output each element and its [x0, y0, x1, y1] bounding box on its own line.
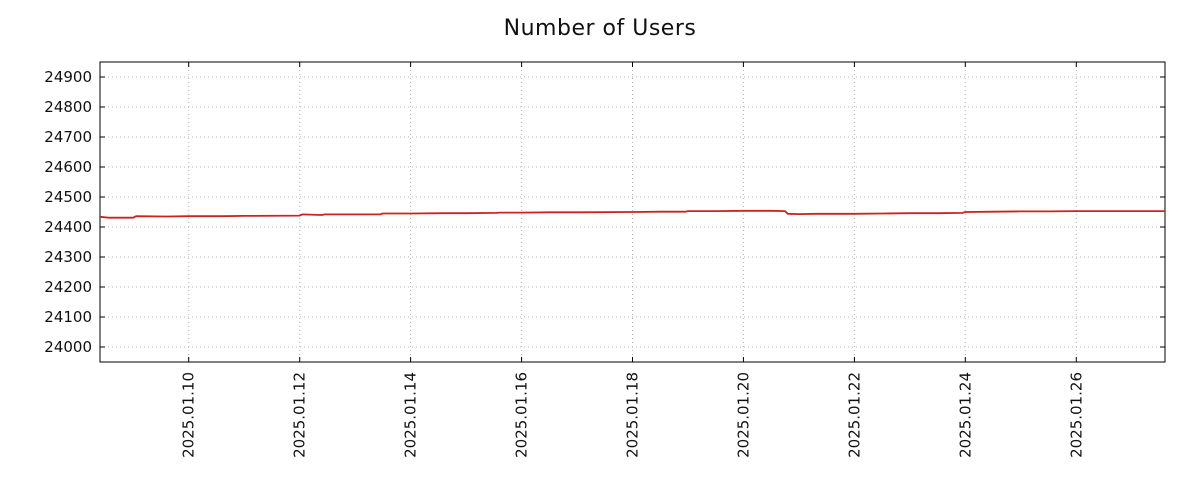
plot-area: 24000 24100 24200 24300 24400 24500 24600 24700…	[44, 61, 1166, 458]
x-tick-label: 2025.01.24	[956, 372, 974, 458]
x-tick-label: 2025.01.10	[180, 372, 198, 458]
x-tick-label: 2025.01.12	[291, 372, 309, 458]
y-tick-label: 24800	[44, 98, 92, 116]
y-tick-label: 24200	[44, 278, 92, 296]
x-tick-label: 2025.01.20	[734, 372, 752, 458]
y-tick-label: 24300	[44, 248, 92, 266]
x-tick-label: 2025.01.16	[513, 372, 531, 458]
series-line	[99, 209, 1165, 219]
y-tick-label: 24600	[44, 158, 92, 176]
x-tick-label: 2025.01.18	[624, 372, 642, 458]
y-tick-label: 24900	[44, 68, 92, 86]
x-tick-label: 2025.01.22	[845, 372, 863, 458]
x-tick-label: 2025.01.14	[402, 372, 420, 458]
y-tick-label: 24100	[44, 308, 92, 326]
y-tick-label: 24000	[44, 338, 92, 356]
x-tick-label: 2025.01.26	[1067, 372, 1085, 458]
y-tick-label: 24500	[44, 188, 92, 206]
y-tick-label: 24400	[44, 218, 92, 236]
y-tick-label: 24700	[44, 128, 92, 146]
chart-title: Number of Users	[503, 16, 697, 41]
